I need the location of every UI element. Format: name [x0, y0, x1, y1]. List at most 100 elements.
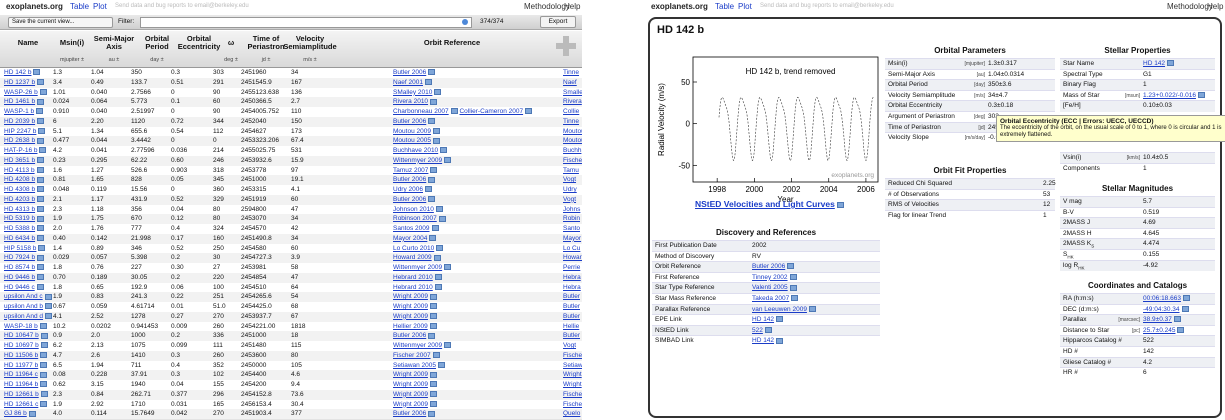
- planet-name[interactable]: HD 4203 b: [4, 195, 45, 205]
- planet-name[interactable]: HD 11964 c: [4, 370, 47, 380]
- planet-link[interactable]: HD 8574 b: [4, 264, 36, 271]
- planet-link[interactable]: HD 4113 b: [4, 166, 35, 174]
- filter-input[interactable]: [140, 17, 472, 28]
- column-header[interactable]: Period: [145, 42, 169, 51]
- reference-2[interactable]: Rivera: [563, 98, 582, 106]
- add-column-icon[interactable]: [556, 36, 576, 56]
- reference-2[interactable]: Robin: [563, 215, 580, 223]
- value-text[interactable]: 00:06:18.663: [1143, 295, 1181, 302]
- reference-2[interactable]: Vogt: [563, 176, 577, 184]
- row-value[interactable]: HD 142: [752, 315, 784, 326]
- curves-link-text[interactable]: NStED Velocities and Light Curves: [695, 199, 835, 209]
- planet-link[interactable]: WASP-18 b: [4, 322, 38, 330]
- reference-2[interactable]: Fische: [563, 400, 582, 408]
- planet-name[interactable]: HD 9446 b: [4, 273, 45, 283]
- planet-link[interactable]: HD 4208 b: [4, 176, 36, 184]
- column-header[interactable]: Time of: [252, 34, 280, 43]
- reference-link[interactable]: Johnson 2010: [393, 205, 434, 213]
- planet-name[interactable]: WASP-1 b: [4, 107, 44, 117]
- reference-2[interactable]: Wright: [563, 371, 582, 379]
- planet-link[interactable]: HD 5388 b: [4, 225, 36, 232]
- planet-link[interactable]: HD 3651 b: [4, 156, 36, 164]
- reference-2[interactable]: Vogt: [563, 195, 577, 203]
- row-value[interactable]: 00:06:18.663: [1143, 294, 1190, 305]
- row-value[interactable]: Butler 2006: [752, 262, 795, 273]
- reference-link[interactable]: Wright 2009: [393, 303, 428, 310]
- planet-link[interactable]: HIP 2247 b: [4, 127, 37, 135]
- nav-table[interactable]: Table: [715, 2, 735, 11]
- planet-link[interactable]: HD 2638 b: [4, 137, 36, 145]
- planet-name[interactable]: HD 10647 b: [4, 331, 48, 341]
- value-text[interactable]: 522: [752, 326, 763, 334]
- nav-table[interactable]: Table: [70, 2, 90, 11]
- planet-name[interactable]: WASP-26 b: [4, 88, 47, 98]
- reference-2[interactable]: Tinne: [563, 69, 580, 76]
- reference-link[interactable]: Butler 2006: [393, 69, 427, 76]
- reference-link[interactable]: Wittenmyer 2009: [393, 156, 443, 164]
- planet-name[interactable]: HD 142 b: [4, 68, 41, 78]
- reference-2[interactable]: Buchh: [563, 147, 582, 154]
- reference-link[interactable]: Tamuz 2007: [393, 166, 429, 174]
- column-header[interactable]: Periastron: [247, 42, 285, 51]
- reference-2[interactable]: Lo Cu: [563, 244, 581, 252]
- reference-link[interactable]: Howard 2009: [393, 254, 432, 262]
- reference-2[interactable]: Hellie: [563, 322, 580, 330]
- nav-help[interactable]: Help: [564, 2, 581, 11]
- planet-link[interactable]: HAT-P-16 b: [4, 147, 38, 154]
- column-header[interactable]: Msin(i): [59, 38, 85, 47]
- reference-2[interactable]: Butler: [563, 303, 580, 310]
- planet-link[interactable]: upsilon And d: [4, 312, 44, 320]
- column-header[interactable]: Orbital: [186, 34, 212, 43]
- planet-link[interactable]: HD 5319 b: [4, 215, 36, 223]
- reference-link[interactable]: Wittenmyer 2009: [393, 342, 443, 349]
- reference-link[interactable]: Naef 2001: [393, 78, 423, 86]
- planet-name[interactable]: upsilon And c: [4, 292, 52, 302]
- nav-methodology[interactable]: Methodology: [1167, 2, 1213, 11]
- planet-name[interactable]: HD 9446 c: [4, 283, 44, 293]
- row-value[interactable]: 522: [752, 326, 772, 337]
- reference-link[interactable]: Santos 2009: [393, 225, 430, 232]
- planet-link[interactable]: HD 11506 b: [4, 351, 39, 359]
- value-text[interactable]: HD 142: [1143, 60, 1166, 67]
- reference-link[interactable]: Wright 2009: [393, 312, 428, 320]
- reference-link[interactable]: Butler 2006: [393, 410, 427, 418]
- reference-link[interactable]: Robinson 2007: [393, 215, 437, 223]
- planet-link[interactable]: HIP 5158 b: [4, 244, 37, 252]
- reference-2[interactable]: Butler: [563, 312, 580, 320]
- planet-name[interactable]: HD 11964 b: [4, 380, 48, 390]
- reference-link[interactable]: Wright 2009: [393, 400, 428, 408]
- planet-name[interactable]: HD 5388 b: [4, 224, 45, 234]
- reference-link[interactable]: Rivera 2010: [393, 98, 429, 106]
- reference-link[interactable]: Hellier 2009: [393, 322, 428, 330]
- row-value[interactable]: HD 142: [752, 336, 784, 347]
- planet-name[interactable]: HD 11506 b: [4, 351, 48, 361]
- value-text[interactable]: -49:04:30.34: [1143, 305, 1180, 313]
- planet-link[interactable]: upsilon And b: [4, 303, 44, 310]
- reference-2[interactable]: Moutou: [563, 127, 582, 135]
- nav-methodology[interactable]: Methodology: [524, 2, 570, 11]
- planet-name[interactable]: HD 5319 b: [4, 214, 45, 224]
- value-text[interactable]: Butler 2006: [752, 263, 786, 271]
- planet-link[interactable]: HD 11964 c: [4, 371, 38, 379]
- row-value[interactable]: Tinney 2002: [752, 273, 797, 284]
- reference-link[interactable]: Hebrard 2010: [393, 273, 433, 281]
- column-header[interactable]: ω: [227, 38, 235, 47]
- reference-2[interactable]: Mayor: [563, 234, 582, 242]
- planet-name[interactable]: HD 2039 b: [4, 117, 45, 127]
- reference-link[interactable]: Wright 2009: [393, 381, 428, 388]
- planet-name[interactable]: HD 6434 b: [4, 234, 45, 244]
- reference-link[interactable]: Butler 2006: [393, 332, 427, 340]
- reference-link[interactable]: Wittenmyer 2009: [393, 264, 443, 271]
- column-header[interactable]: Orbit Reference: [423, 38, 481, 47]
- planet-link[interactable]: HD 9446 c: [4, 283, 35, 291]
- planet-name[interactable]: HD 4313 b: [4, 205, 45, 215]
- planet-link[interactable]: HD 6434 b: [4, 234, 36, 242]
- export-button[interactable]: Export: [540, 16, 576, 28]
- planet-link[interactable]: HD 12661 b: [4, 390, 39, 398]
- planet-link[interactable]: HD 11964 b: [4, 381, 39, 388]
- reference-2[interactable]: Moutou: [563, 137, 582, 145]
- reference-2[interactable]: Wright: [563, 381, 582, 388]
- reference-2[interactable]: Tinne: [563, 117, 580, 125]
- reference-2[interactable]: Fische: [563, 390, 582, 398]
- reference-2[interactable]: Perrie: [563, 264, 581, 271]
